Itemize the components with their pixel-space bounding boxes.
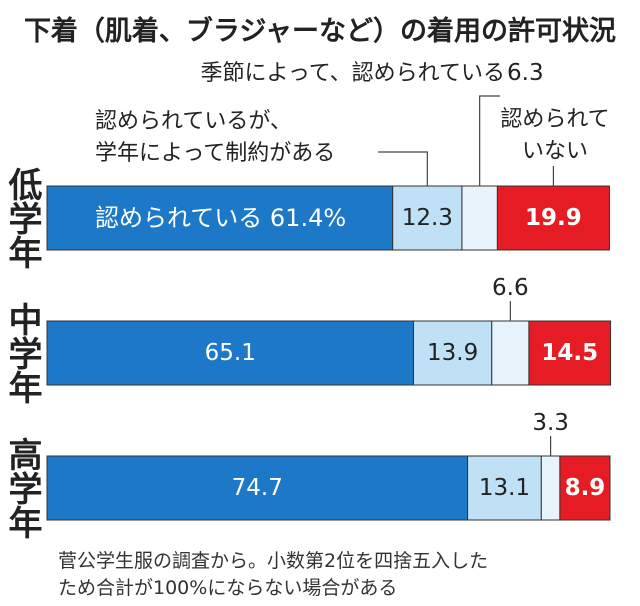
category-label: 中学年 [2,302,42,404]
annotation-text: 認められて [500,107,609,132]
annotation-text: いない [522,139,588,164]
data-label: 13.1 [479,475,530,501]
annotation-layer: 6.6 3.3 季節によって、認められている 6.3 認められているが、学年によって制約… [95,60,610,456]
bar-area: 低学年 認められている 61.4% 12.3 19.9 中学年 65.1 13.9 14.5 高… [2,167,612,539]
bar-segment [413,320,493,386]
annotation-text: 学年によって制約がある [95,141,335,166]
bar-segment [46,185,394,251]
footnote-line-2: ため合計が100%にならない場合がある [58,577,397,599]
annotation-text: 認められているが、 [95,109,292,134]
data-label: 12.3 [402,205,453,231]
bar-segment [540,455,561,521]
bar-segment [528,320,612,386]
data-label: 74.7 [232,475,283,501]
leader-line [378,151,428,186]
data-label: 14.5 [541,340,598,366]
bar-segment [46,320,415,386]
data-label: 65.1 [205,340,256,366]
data-label: 認められている 61.4% [95,204,346,232]
bar-segment [491,320,530,386]
bar-segment [392,185,463,251]
bar-segment [467,455,542,521]
data-label: 6.3 [507,60,544,86]
footnote-line-1: 菅公学生服の調査から。小数第2位を四捨五入した [58,550,488,572]
category-label: 低学年 [2,167,42,269]
data-label: 19.9 [525,205,582,231]
chart-title: 下着（肌着、ブラジャーなど）の着用の許可状況 [24,15,616,47]
leader-line [479,95,500,186]
bar-segment [461,185,498,251]
data-label: 3.3 [532,410,569,436]
data-label: 8.9 [565,475,606,501]
annotation-text: 季節によって、認められている [201,61,505,86]
bar-segment [559,455,611,521]
category-label: 高学年 [2,437,42,539]
data-label: 13.9 [427,340,478,366]
bar-segment [46,455,469,521]
data-label: 6.6 [492,275,529,301]
